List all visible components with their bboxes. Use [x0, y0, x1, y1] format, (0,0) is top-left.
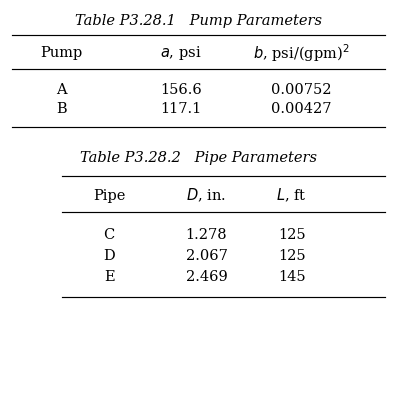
Text: 117.1: 117.1	[160, 102, 201, 116]
Text: Pump: Pump	[40, 45, 83, 60]
Text: 2.469: 2.469	[185, 270, 227, 284]
Text: 125: 125	[278, 249, 306, 263]
Text: 156.6: 156.6	[160, 83, 202, 97]
Text: 0.00427: 0.00427	[272, 102, 332, 116]
Text: C: C	[104, 228, 115, 243]
Text: 2.067: 2.067	[185, 249, 227, 263]
Text: E: E	[104, 270, 114, 284]
Text: 125: 125	[278, 228, 306, 243]
Text: $L$, ft: $L$, ft	[276, 187, 307, 204]
Text: Pipe: Pipe	[93, 188, 125, 203]
Text: B: B	[56, 102, 67, 116]
Text: $a$, psi: $a$, psi	[160, 43, 201, 62]
Text: 145: 145	[278, 270, 306, 284]
Text: Table P3.28.1   Pump Parameters: Table P3.28.1 Pump Parameters	[75, 14, 322, 28]
Text: $b$, psi/(gpm)$^2$: $b$, psi/(gpm)$^2$	[253, 42, 350, 63]
Text: A: A	[56, 83, 67, 97]
Text: 1.278: 1.278	[186, 228, 227, 243]
Text: Table P3.28.2   Pipe Parameters: Table P3.28.2 Pipe Parameters	[80, 151, 317, 165]
Text: 0.00752: 0.00752	[272, 83, 332, 97]
Text: $D$, in.: $D$, in.	[187, 187, 226, 204]
Text: D: D	[103, 249, 115, 263]
